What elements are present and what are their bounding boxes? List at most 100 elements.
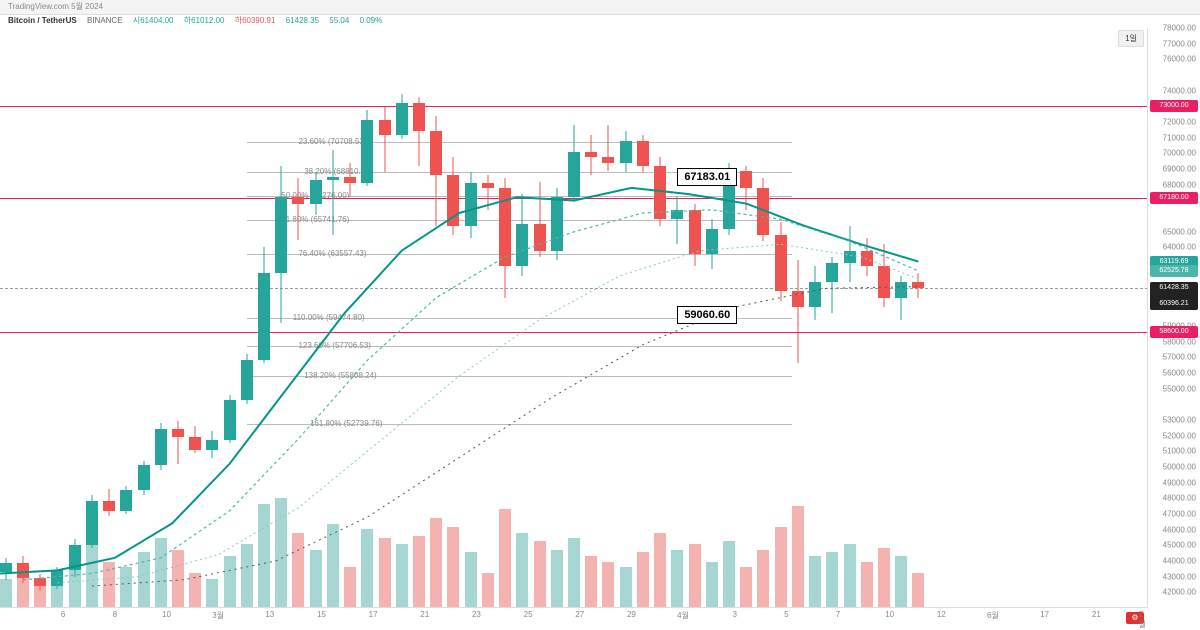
ohlc-l: 하60390.91 <box>235 16 276 25</box>
y-tick: 70000.00 <box>1163 149 1196 158</box>
price-badge: 67180.00 <box>1150 192 1198 204</box>
candle <box>756 28 770 608</box>
y-tick: 46000.00 <box>1163 525 1196 534</box>
candle <box>68 28 82 608</box>
y-tick: 58000.00 <box>1163 337 1196 346</box>
price-badge: 60396.21 <box>1150 298 1198 310</box>
candle <box>154 28 168 608</box>
y-tick: 57000.00 <box>1163 353 1196 362</box>
exchange-label: BINANCE <box>87 16 123 25</box>
price-tag: 59060.60 <box>677 306 737 324</box>
price-tag: 67183.01 <box>677 168 737 186</box>
candle <box>33 28 47 608</box>
candle <box>102 28 116 608</box>
candle <box>171 28 185 608</box>
candle <box>860 28 874 608</box>
x-tick: 5 <box>784 610 788 619</box>
y-tick: 76000.00 <box>1163 55 1196 64</box>
y-tick: 77000.00 <box>1163 39 1196 48</box>
candle <box>326 28 340 608</box>
candle <box>791 28 805 608</box>
candle <box>446 28 460 608</box>
candle <box>515 28 529 608</box>
candle <box>843 28 857 608</box>
x-tick: 17 <box>1040 610 1049 619</box>
y-tick: 49000.00 <box>1163 478 1196 487</box>
candle <box>343 28 357 608</box>
candle <box>240 28 254 608</box>
candle <box>481 28 495 608</box>
x-tick: 7 <box>836 610 840 619</box>
y-tick: 64000.00 <box>1163 243 1196 252</box>
candle <box>360 28 374 608</box>
candle <box>498 28 512 608</box>
pair-label: Bitcoin / TetherUS <box>8 16 77 25</box>
price-chart[interactable]: 23.60% (70708.53)38.20% (68810.24)50.00%… <box>0 28 1148 608</box>
x-tick: 10 <box>885 610 894 619</box>
candle <box>291 28 305 608</box>
candle <box>464 28 478 608</box>
y-tick: 74000.00 <box>1163 86 1196 95</box>
x-tick: 10 <box>162 610 171 619</box>
title-bar: TradingView.com 5월 2024 <box>0 0 1200 15</box>
price-badge: 58600.00 <box>1150 326 1198 338</box>
price-badge: 62525.78 <box>1150 265 1198 277</box>
y-tick: 78000.00 <box>1163 24 1196 33</box>
candle <box>119 28 133 608</box>
x-tick: 15 <box>317 610 326 619</box>
y-tick: 56000.00 <box>1163 368 1196 377</box>
x-tick: 8 <box>113 610 117 619</box>
candle <box>619 28 633 608</box>
candle <box>825 28 839 608</box>
candle <box>567 28 581 608</box>
candle <box>85 28 99 608</box>
candle <box>774 28 788 608</box>
y-tick: 47000.00 <box>1163 509 1196 518</box>
candle <box>911 28 925 608</box>
y-tick: 53000.00 <box>1163 415 1196 424</box>
y-tick: 69000.00 <box>1163 165 1196 174</box>
candle <box>584 28 598 608</box>
candle <box>50 28 64 608</box>
y-tick: 45000.00 <box>1163 541 1196 550</box>
candle <box>412 28 426 608</box>
candle <box>257 28 271 608</box>
x-tick: 3월 <box>212 610 224 621</box>
candle <box>395 28 409 608</box>
candle <box>601 28 615 608</box>
candle <box>533 28 547 608</box>
x-tick: 4월 <box>677 610 689 621</box>
y-tick: 50000.00 <box>1163 462 1196 471</box>
ohlc-bar: Bitcoin / TetherUS BINANCE 시61404.00 하61… <box>0 14 1200 28</box>
x-tick: 27 <box>575 610 584 619</box>
ohlc-h: 하61012.00 <box>184 16 225 25</box>
candle <box>877 28 891 608</box>
x-tick: 3 <box>732 610 736 619</box>
candle <box>0 28 13 608</box>
x-tick: 23 <box>472 610 481 619</box>
x-tick: 13 <box>265 610 274 619</box>
x-tick: 7월 <box>1139 610 1146 630</box>
x-axis: ⚙ 68103월13151721232527294월35710126월17217… <box>0 607 1148 624</box>
x-tick: 17 <box>369 610 378 619</box>
candle <box>739 28 753 608</box>
candle <box>188 28 202 608</box>
candle <box>309 28 323 608</box>
y-tick: 43000.00 <box>1163 572 1196 581</box>
candle <box>223 28 237 608</box>
candle <box>16 28 30 608</box>
y-tick: 71000.00 <box>1163 133 1196 142</box>
y-axis: 42000.0043000.0044000.0045000.0046000.00… <box>1147 28 1200 608</box>
candle <box>550 28 564 608</box>
candle <box>137 28 151 608</box>
candle <box>378 28 392 608</box>
price-badge: 73000.00 <box>1150 100 1198 112</box>
y-tick: 48000.00 <box>1163 494 1196 503</box>
candle <box>205 28 219 608</box>
ohlc-o: 시61404.00 <box>133 16 174 25</box>
candle <box>274 28 288 608</box>
x-tick: 12 <box>937 610 946 619</box>
y-tick: 44000.00 <box>1163 556 1196 565</box>
candle <box>653 28 667 608</box>
y-tick: 72000.00 <box>1163 118 1196 127</box>
